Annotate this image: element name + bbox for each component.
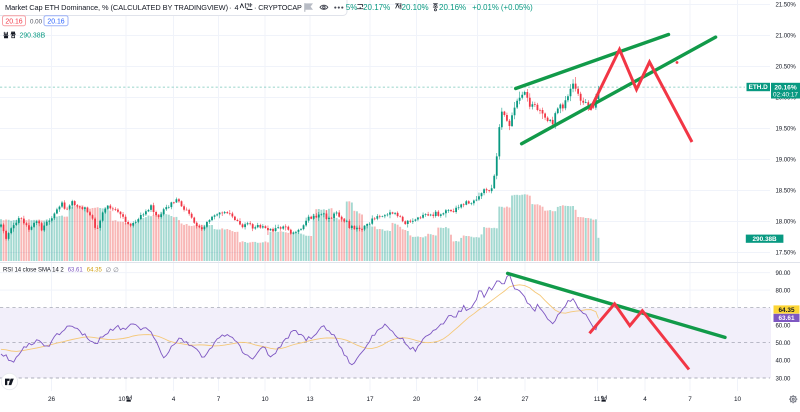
svg-text:10: 10 bbox=[118, 396, 126, 403]
svg-text:26: 26 bbox=[48, 396, 56, 403]
svg-text:20: 20 bbox=[413, 396, 421, 403]
svg-text:20.16%: 20.16% bbox=[439, 3, 466, 12]
svg-text:·: · bbox=[229, 3, 231, 12]
svg-text:27: 27 bbox=[521, 396, 529, 403]
svg-text:02:40:17: 02:40:17 bbox=[773, 92, 798, 99]
svg-text:290.38B: 290.38B bbox=[753, 236, 778, 243]
svg-text:19.50%: 19.50% bbox=[776, 125, 797, 132]
svg-text:17.50%: 17.50% bbox=[776, 249, 797, 256]
svg-text:64.35: 64.35 bbox=[87, 268, 103, 274]
svg-text:21.50%: 21.50% bbox=[776, 1, 797, 8]
svg-text:7: 7 bbox=[217, 396, 221, 403]
svg-text:20.16: 20.16 bbox=[5, 19, 22, 26]
svg-text:90.00: 90.00 bbox=[776, 270, 792, 277]
svg-text:20.16: 20.16 bbox=[47, 19, 64, 26]
svg-text:CRYPTOCAP: CRYPTOCAP bbox=[258, 3, 302, 12]
svg-text:20.16%: 20.16% bbox=[774, 84, 797, 91]
svg-text:10: 10 bbox=[734, 396, 742, 403]
svg-text:20.10%: 20.10% bbox=[402, 3, 429, 12]
svg-text:10: 10 bbox=[261, 396, 269, 403]
svg-text:290.38B: 290.38B bbox=[20, 33, 46, 40]
svg-text:60.00: 60.00 bbox=[776, 323, 792, 330]
svg-text:∅ ∅: ∅ ∅ bbox=[106, 267, 120, 274]
svg-text:4: 4 bbox=[643, 396, 647, 403]
svg-text:20.50%: 20.50% bbox=[776, 63, 797, 70]
svg-text:+0.01% (+0.05%): +0.01% (+0.05%) bbox=[472, 3, 533, 12]
svg-text:Market Cap ETH Dominance, % (C: Market Cap ETH Dominance, % (CALCULATED … bbox=[5, 3, 228, 12]
svg-text:21.00%: 21.00% bbox=[776, 32, 797, 39]
svg-text:40.00: 40.00 bbox=[776, 358, 792, 365]
svg-text:24: 24 bbox=[474, 396, 482, 403]
svg-text:ETH.D: ETH.D bbox=[749, 84, 769, 91]
svg-text:63.61: 63.61 bbox=[68, 268, 84, 274]
svg-text:80.00: 80.00 bbox=[776, 288, 792, 295]
svg-text:RSI 14 close SMA 14 2: RSI 14 close SMA 14 2 bbox=[3, 268, 64, 274]
svg-text:11: 11 bbox=[594, 396, 601, 403]
svg-text:20.17%: 20.17% bbox=[363, 3, 390, 12]
svg-text:18.00%: 18.00% bbox=[776, 218, 797, 225]
svg-text:50.00: 50.00 bbox=[776, 340, 792, 347]
svg-text:17: 17 bbox=[366, 396, 374, 403]
svg-text:5%: 5% bbox=[346, 3, 358, 12]
svg-text:18.50%: 18.50% bbox=[776, 187, 797, 194]
svg-text:7: 7 bbox=[688, 396, 692, 403]
svg-text:13: 13 bbox=[306, 396, 314, 403]
svg-text:19.00%: 19.00% bbox=[776, 156, 797, 163]
svg-text:4: 4 bbox=[235, 3, 239, 12]
svg-text:0.00: 0.00 bbox=[30, 18, 43, 25]
svg-text:·: · bbox=[254, 3, 256, 12]
svg-text:63.61: 63.61 bbox=[779, 315, 795, 322]
svg-text:30.00: 30.00 bbox=[776, 375, 792, 382]
svg-text:64.35: 64.35 bbox=[779, 307, 795, 314]
svg-text:4: 4 bbox=[172, 396, 176, 403]
